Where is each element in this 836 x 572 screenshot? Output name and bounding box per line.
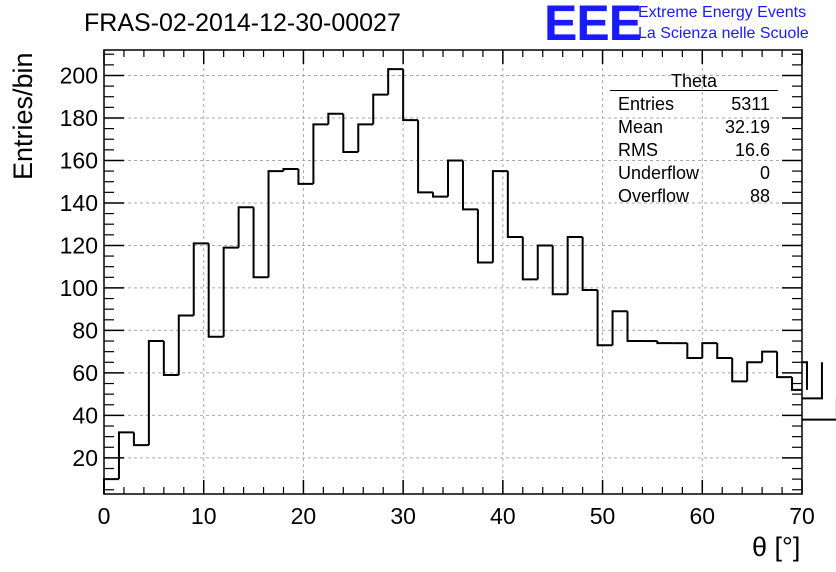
- histogram-bin: [521, 236, 538, 281]
- histogram-bin: [327, 112, 344, 125]
- histogram-bin: [506, 171, 523, 238]
- stats-value: 32.19: [724, 117, 770, 137]
- histogram-bin: [626, 311, 643, 343]
- histogram-bins: [103, 68, 836, 494]
- histogram-bin: [372, 93, 389, 125]
- histogram-bin: [117, 431, 134, 480]
- histogram-bin: [237, 206, 254, 248]
- histogram-bin: [551, 245, 568, 296]
- histogram-bin: [342, 113, 359, 153]
- plot-frame: [103, 49, 803, 495]
- histogram-bin: [476, 209, 493, 264]
- stats-value: 88: [749, 186, 770, 206]
- y-tick-label: 40: [72, 402, 98, 428]
- histogram-bin: [716, 343, 733, 360]
- histogram-bin: [776, 351, 793, 379]
- logo-tagline-1: Extreme Energy Events: [638, 4, 807, 21]
- stats-label: RMS: [618, 140, 658, 160]
- stats-label: Overflow: [618, 186, 690, 206]
- histogram-bin: [103, 478, 119, 494]
- histogram-bin: [791, 377, 802, 391]
- tick-labels: 0 10 20 30 40 50 60 70 20 40 60 80 100 120 140 160 180 20…: [60, 62, 815, 529]
- histogram-bin: [162, 341, 179, 377]
- x-tick-label: 20: [291, 503, 317, 529]
- histogram-bin: [417, 120, 434, 194]
- histogram-bin: [252, 207, 269, 279]
- x-tick-label: 60: [689, 503, 715, 529]
- y-tick-label: 80: [72, 317, 98, 343]
- histogram-bin: [566, 235, 583, 295]
- stats-row-underflow: Underflow 0: [610, 162, 778, 185]
- y-tick-label: 180: [60, 105, 98, 131]
- y-axis-label: Entries/bin: [8, 52, 38, 180]
- histogram-bin: [491, 170, 508, 263]
- x-tick-label: 30: [390, 503, 416, 529]
- histogram-bin: [731, 358, 748, 383]
- stats-label: Mean: [618, 117, 664, 137]
- histogram-bin: [761, 350, 778, 363]
- y-tick-label: 160: [60, 147, 98, 173]
- x-tick-label: 50: [590, 503, 616, 529]
- stats-value: 0: [759, 163, 770, 183]
- stats-label: Entries: [618, 94, 675, 114]
- histogram-bin: [581, 236, 598, 292]
- x-axis-label: θ [°]: [752, 532, 801, 562]
- histogram-bin: [432, 192, 449, 198]
- x-tick-label: 70: [789, 503, 815, 529]
- histogram-bin: [222, 246, 239, 337]
- histogram-bin: [802, 362, 823, 400]
- x-tick-label: 0: [98, 503, 111, 529]
- histogram-bin: [802, 398, 836, 421]
- stats-row-overflow: Overflow 88: [610, 185, 778, 208]
- y-tick-label: 140: [60, 190, 98, 216]
- histogram-bin: [357, 123, 374, 152]
- x-tick-label: 40: [490, 503, 516, 529]
- histogram-bin: [447, 159, 463, 197]
- chart-title: FRAS-02-2014-12-30-00027: [84, 9, 401, 37]
- histogram-bin: [686, 343, 703, 360]
- stats-value: 5311: [731, 94, 770, 114]
- stats-value: 16.6: [734, 140, 770, 160]
- histogram-bin: [207, 243, 224, 338]
- histogram-bin: [147, 340, 164, 446]
- eee-logo: EEE: [544, 0, 642, 51]
- stats-row-rms: RMS 16.6: [610, 139, 778, 162]
- stats-box: Theta Entries 5311 Mean 32.19 RMS 16.6 U…: [610, 72, 778, 208]
- stats-title: Theta: [610, 72, 778, 91]
- histogram-bin: [402, 69, 419, 122]
- y-tick-label: 20: [72, 445, 98, 471]
- stats-label: Underflow: [618, 163, 700, 183]
- histogram-bin: [192, 242, 209, 316]
- histogram-bin: [802, 361, 808, 390]
- stats-row-mean: Mean 32.19: [610, 116, 778, 139]
- y-tick-label: 200: [60, 62, 98, 88]
- histogram-bin: [611, 310, 628, 346]
- logo-tagline-2: La Scienza nelle Scuole: [638, 25, 809, 42]
- grid-lines: [104, 50, 802, 494]
- histogram-bin: [282, 167, 299, 172]
- histogram-bin: [267, 170, 284, 278]
- y-tick-label: 120: [60, 232, 98, 258]
- histogram-bin: [746, 361, 763, 382]
- histogram-bin: [536, 244, 553, 280]
- histogram-bin: [701, 342, 718, 359]
- histogram-bin: [387, 68, 404, 95]
- histogram-bin: [461, 160, 478, 211]
- histogram-bin: [297, 168, 314, 185]
- histogram-bin: [132, 432, 149, 447]
- x-tick-label: 10: [191, 503, 217, 529]
- y-tick-label: 100: [60, 275, 98, 301]
- stats-row-entries: Entries 5311: [610, 93, 778, 116]
- y-tick-label: 60: [72, 360, 98, 386]
- histogram-bin: [656, 341, 673, 345]
- histogram-bin: [177, 314, 194, 376]
- histogram-bin: [312, 123, 329, 184]
- histogram-bin: [596, 290, 613, 347]
